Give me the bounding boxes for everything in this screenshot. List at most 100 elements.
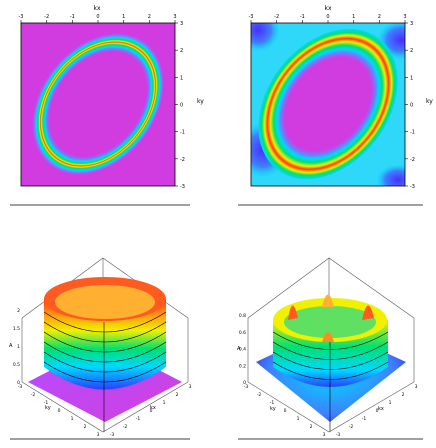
surface-1-xlabel: kx bbox=[150, 405, 156, 411]
z-tick-label: 0 bbox=[243, 380, 246, 386]
y-tick-label: -2 bbox=[180, 157, 185, 163]
y-tick-label: 3 bbox=[97, 432, 100, 438]
y-tick-label: 1 bbox=[180, 75, 183, 81]
x-tick-label: 1 bbox=[352, 14, 355, 20]
surface-2-peaks bbox=[288, 294, 374, 342]
x-tick-label: 0 bbox=[150, 408, 153, 414]
x-tick-label: -1 bbox=[362, 416, 367, 422]
x-tick-label: -1 bbox=[300, 14, 305, 20]
surface-panel-1: 0 0.5 1 1.5 2 A ky kx -3 -2 -1 0 1 2 3 -3 -2 -1 0 1 2 3 bbox=[0, 222, 218, 444]
x-tick-label: 1 bbox=[389, 400, 392, 406]
heatmap-1-ring bbox=[32, 33, 164, 175]
y-tick-label: -3 bbox=[410, 184, 415, 190]
x-tick-label: 0 bbox=[376, 408, 379, 414]
y-tick-label: 0 bbox=[180, 103, 183, 109]
x-tick-label: 3 bbox=[189, 384, 192, 390]
heatmap-2-ring bbox=[258, 28, 398, 180]
heatmap-2-xlabel: kx bbox=[324, 5, 331, 12]
surface-1-base bbox=[21, 381, 189, 433]
heatmap-2-corner-br bbox=[376, 164, 405, 186]
x-tick-label: -3 bbox=[249, 14, 254, 20]
surface-2-ylabel: ky bbox=[270, 406, 276, 412]
y-tick-label: -2 bbox=[31, 392, 36, 398]
z-tick-label: 0 bbox=[17, 380, 20, 386]
x-tick-label: 2 bbox=[148, 14, 151, 20]
x-tick-label: -2 bbox=[349, 424, 354, 430]
heatmap-1-x-ticks: -3 -2 -1 0 1 2 3 bbox=[19, 14, 177, 23]
heatmap-1-xlabel: kx bbox=[93, 5, 100, 12]
surface-2-z-ticks: 0 0.2 0.4 0.6 0.8 bbox=[239, 313, 246, 386]
y-tick-label: -1 bbox=[180, 130, 185, 136]
surface-1-x-ticks: -3 -2 -1 0 1 2 3 bbox=[110, 384, 192, 438]
x-tick-label: 2 bbox=[402, 392, 405, 398]
x-tick-label: -2 bbox=[44, 14, 49, 20]
y-tick-label: 2 bbox=[310, 424, 313, 430]
surface-1-inner bbox=[55, 285, 155, 319]
y-tick-label: -1 bbox=[270, 400, 275, 406]
y-tick-label: 3 bbox=[180, 21, 183, 27]
heatmap-2-ylabel: ky bbox=[426, 98, 433, 105]
z-tick-label: 0.6 bbox=[239, 330, 246, 336]
x-tick-label: -3 bbox=[19, 14, 24, 20]
heatmap-2-plot bbox=[250, 22, 406, 187]
z-tick-label: 2 bbox=[17, 308, 20, 314]
surface-1-y-ticks: -3 -2 -1 0 1 2 3 bbox=[18, 384, 100, 438]
heatmap-1-svg: -3 -2 -1 0 1 2 3 3 2 1 0 -1 -2 -3 kx ky bbox=[10, 5, 204, 206]
heatmap-2-corner-tl bbox=[251, 23, 280, 52]
y-tick-label: 0 bbox=[410, 103, 413, 109]
x-tick-label: 3 bbox=[415, 384, 418, 390]
x-tick-label: 1 bbox=[122, 14, 125, 20]
y-tick-label: -3 bbox=[18, 384, 23, 390]
z-tick-label: 1.5 bbox=[13, 326, 20, 332]
x-tick-label: -1 bbox=[136, 416, 141, 422]
x-tick-label: 2 bbox=[378, 14, 381, 20]
x-tick-label: 0 bbox=[326, 14, 329, 20]
y-tick-label: 2 bbox=[180, 48, 183, 54]
surface-panel-2: 0 0.2 0.4 0.6 0.8 A ky kx -3 -2 -1 0 1 2 3 -3 -2 -1 0… bbox=[218, 222, 436, 444]
heatmap-2-y-ticks: 3 2 1 0 -1 -2 -3 bbox=[405, 21, 415, 190]
y-tick-label: 1 bbox=[410, 75, 413, 81]
heatmap-1-y-ticks: 3 2 1 0 -1 -2 -3 bbox=[175, 21, 185, 190]
surface-1-ylabel: ky bbox=[45, 405, 51, 411]
x-tick-label: 3 bbox=[173, 14, 176, 20]
y-tick-label: 3 bbox=[410, 21, 413, 27]
surface-1-contours bbox=[43, 311, 167, 432]
x-tick-label: 0 bbox=[96, 14, 99, 20]
x-tick-label: 3 bbox=[403, 14, 406, 20]
surface-1-z-ticks: 0 0.5 1 1.5 2 bbox=[13, 308, 20, 386]
y-tick-label: -2 bbox=[257, 392, 262, 398]
x-tick-label: -3 bbox=[110, 432, 115, 438]
heatmap-2-x-ticks: -3 -2 -1 0 1 2 3 bbox=[249, 14, 407, 23]
surface-1-zlabel: A bbox=[9, 343, 13, 349]
z-tick-label: 0.2 bbox=[239, 363, 246, 369]
y-tick-label: 2 bbox=[410, 48, 413, 54]
z-tick-label: 0.4 bbox=[239, 347, 246, 353]
z-tick-label: 0.5 bbox=[13, 362, 20, 368]
surface-2-svg: 0 0.2 0.4 0.6 0.8 A ky kx -3 -2 -1 0 1 2 3 -3 -2 -1 0… bbox=[237, 257, 423, 440]
y-tick-label: 2 bbox=[84, 424, 87, 430]
y-tick-label: -1 bbox=[44, 400, 49, 406]
heatmap-1-ylabel: ky bbox=[197, 98, 204, 105]
y-tick-label: 3 bbox=[323, 432, 326, 438]
y-tick-label: 1 bbox=[297, 416, 300, 422]
y-tick-label: -3 bbox=[180, 184, 185, 190]
y-tick-label: 0 bbox=[284, 408, 287, 414]
heatmap-panel-2: -3 -2 -1 0 1 2 3 3 2 1 0 -1 -2 -3 kx ky bbox=[218, 0, 436, 222]
y-tick-label: -3 bbox=[244, 384, 249, 390]
y-tick-label: -2 bbox=[410, 157, 415, 163]
surface-2-x-ticks: -3 -2 -1 0 1 2 3 bbox=[336, 384, 418, 438]
x-tick-label: 2 bbox=[176, 392, 179, 398]
z-tick-label: 0.8 bbox=[239, 313, 246, 319]
x-tick-label: -1 bbox=[70, 14, 75, 20]
x-tick-label: -3 bbox=[336, 432, 341, 438]
z-tick-label: 1 bbox=[17, 344, 20, 350]
y-tick-label: -1 bbox=[410, 130, 415, 136]
x-tick-label: -2 bbox=[123, 424, 128, 430]
y-tick-label: 1 bbox=[71, 416, 74, 422]
y-tick-label: 0 bbox=[58, 408, 61, 414]
surface-2-y-ticks: -3 -2 -1 0 1 2 3 bbox=[244, 384, 326, 438]
surface-1-svg: 0 0.5 1 1.5 2 A ky kx -3 -2 -1 0 1 2 3 -3 -2 -1 0 1 2 3 bbox=[9, 257, 192, 440]
surface-2-contours bbox=[272, 331, 389, 432]
heatmap-1-plot bbox=[20, 22, 176, 187]
heatmap-panel-1: -3 -2 -1 0 1 2 3 3 2 1 0 -1 -2 -3 kx ky bbox=[0, 0, 218, 222]
